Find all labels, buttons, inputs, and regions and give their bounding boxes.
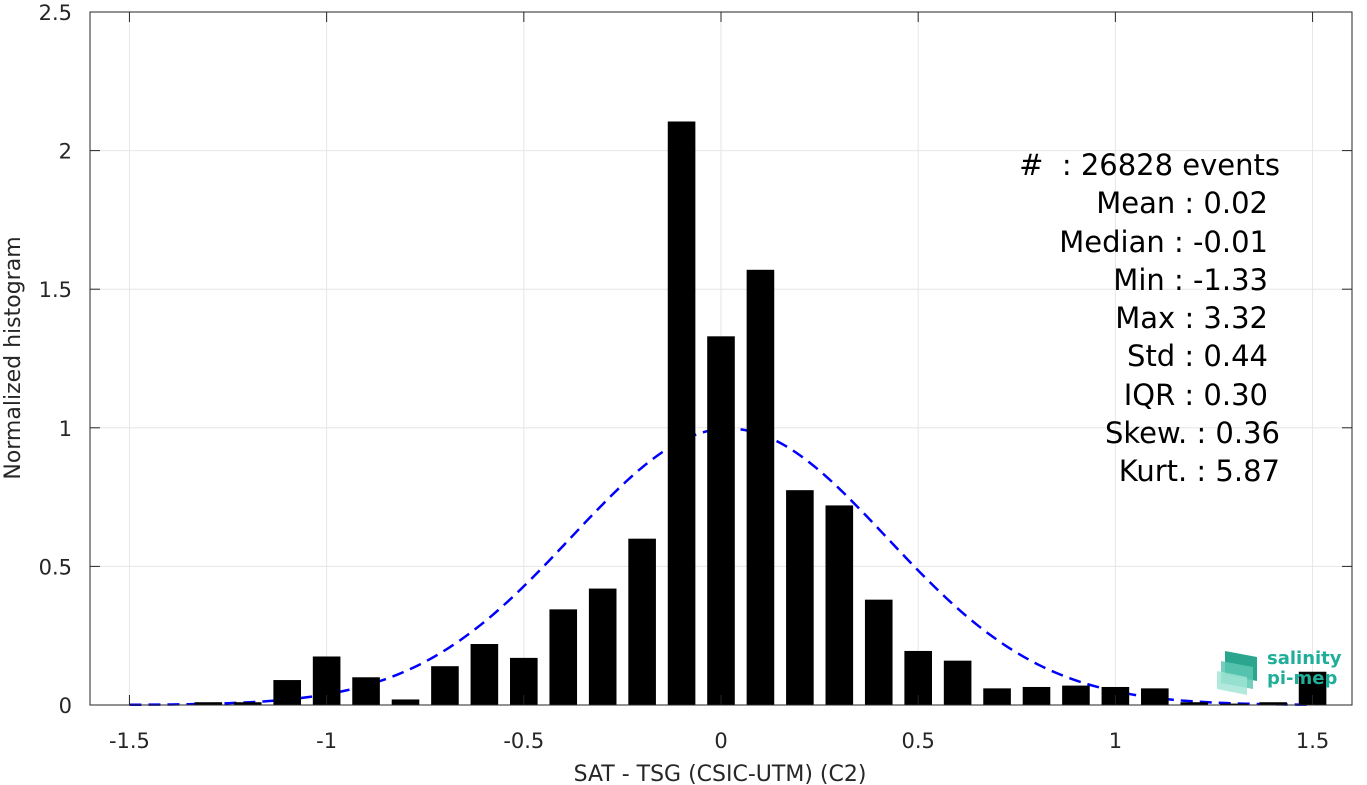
logo-line2: pi-mep (1267, 668, 1338, 689)
x-tick-label: 0 (714, 729, 727, 753)
histogram-bar (707, 336, 735, 705)
logo-line1: salinity (1267, 648, 1342, 669)
histogram-bar (391, 699, 420, 705)
histogram-bar (746, 269, 775, 705)
histogram-bar (864, 599, 893, 705)
histogram-bar (1259, 702, 1287, 705)
histogram-bars (194, 121, 1327, 705)
histogram-bar (470, 644, 499, 705)
x-tick-label: -0.5 (503, 729, 544, 753)
stat-skew: Skew. : 0.36 (1104, 416, 1280, 451)
y-tick-label: 2 (59, 140, 72, 164)
histogram-bar (1180, 702, 1209, 705)
stat-mean: Mean : 0.02 (1096, 186, 1268, 221)
histogram-bar (983, 688, 1011, 705)
histogram-bar (628, 538, 656, 705)
statistics-annotation: # : 26828 events Mean : 0.02 Median : -0… (960, 146, 1280, 491)
stat-std: Std : 0.44 (1127, 339, 1268, 374)
x-tick-label: 0.5 (901, 729, 934, 753)
y-tick-label: 2.5 (39, 1, 72, 25)
histogram-bar (233, 702, 262, 705)
y-tick-label: 0 (59, 694, 72, 718)
histogram-bar (431, 666, 459, 705)
histogram-bar (549, 609, 578, 705)
logo-wave-icon (1217, 651, 1257, 695)
histogram-bar (1141, 688, 1169, 705)
x-tick-label: 1 (1109, 729, 1122, 753)
histogram-bar (943, 660, 972, 705)
histogram-bar (667, 121, 696, 705)
stat-median: Median : -0.01 (1059, 224, 1268, 259)
stat-min: Min : -1.33 (1113, 262, 1268, 297)
salinity-pimep-logo: salinity pi-mep (1217, 647, 1349, 695)
x-tick-label: -1 (316, 729, 337, 753)
histogram-bar (1062, 685, 1090, 705)
histogram-bar (194, 702, 223, 705)
histogram-bar (786, 490, 814, 705)
stat-iqr: IQR : 0.30 (1123, 377, 1268, 412)
y-tick-label: 0.5 (39, 555, 72, 579)
axes (89, 11, 1353, 706)
histogram-bar (1022, 686, 1051, 705)
x-axis-label: SAT - TSG (CSIC-UTM) (C2) (574, 762, 867, 785)
stat-kurt: Kurt. : 5.87 (1118, 454, 1280, 489)
stat-max: Max : 3.32 (1115, 301, 1268, 336)
histogram-bar (352, 677, 380, 705)
histogram-bar (588, 588, 617, 705)
x-tick-label: -1.5 (109, 729, 150, 753)
histogram-bar (273, 680, 301, 705)
tick-labels: -1.5 -1 -0.5 0 0.5 1 1.5 0 0.5 1 1.5 2 2.5 (39, 1, 1330, 753)
stat-count: # : 26828 events (1019, 148, 1280, 182)
y-tick-label: 1.5 (39, 278, 72, 302)
y-axis-label: Normalized histogram (1, 236, 26, 479)
y-tick-label: 1 (59, 417, 72, 441)
histogram-bar (825, 505, 854, 705)
x-tick-label: 1.5 (1296, 729, 1329, 753)
histogram-bar (1219, 703, 1248, 705)
